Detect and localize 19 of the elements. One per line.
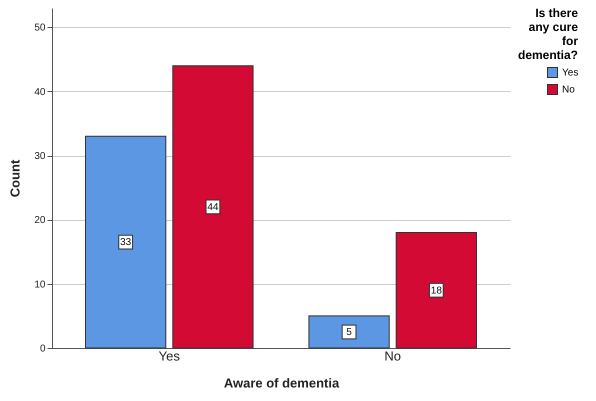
bar xyxy=(172,65,254,348)
y-tick-label: 10 xyxy=(34,279,46,290)
data-label: 18 xyxy=(430,285,442,296)
y-tick-label: 20 xyxy=(34,215,46,226)
y-tick-label: 30 xyxy=(34,151,46,162)
x-axis-title: Aware of dementia xyxy=(224,376,340,390)
legend-label: No xyxy=(562,84,576,96)
y-tick-label: 40 xyxy=(34,86,46,98)
data-label: 33 xyxy=(120,237,132,248)
bar xyxy=(308,315,390,348)
data-label: 5 xyxy=(346,326,352,338)
legend-label: Yes xyxy=(562,68,578,78)
data-label: 44 xyxy=(207,202,219,213)
bar xyxy=(396,232,477,348)
y-axis-title: Count xyxy=(7,159,22,198)
bar xyxy=(85,136,166,348)
legend-title: Is there any cure for dementia? xyxy=(518,6,578,62)
y-tick-label: 0 xyxy=(40,344,46,354)
y-tick-label: 50 xyxy=(34,22,46,34)
